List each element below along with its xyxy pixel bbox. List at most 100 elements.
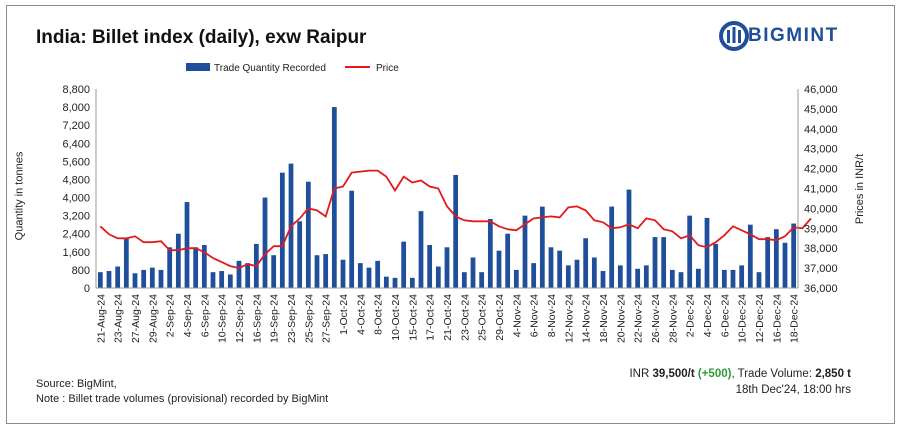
x-tick-label: 16-Sep-24 [251, 294, 263, 343]
x-tick-label: 4-Oct-24 [355, 294, 367, 335]
bar [184, 202, 190, 288]
bar [695, 268, 701, 288]
right-tick-label: 41,000 [804, 184, 838, 196]
bar [236, 260, 242, 288]
x-tick-label: 21-Oct-24 [442, 294, 454, 341]
x-tick-label: 23-Aug-24 [113, 294, 125, 343]
bar [739, 265, 745, 288]
x-tick-label: 2-Sep-24 [165, 294, 177, 337]
x-tick-label: 23-Sep-24 [286, 294, 298, 343]
bar-series [97, 107, 797, 288]
footer-notes: Source: BigMint, Note : Billet trade vol… [36, 377, 328, 407]
bar [461, 272, 467, 288]
volume-label: , Trade Volume: [731, 368, 816, 380]
bar [331, 107, 337, 288]
x-tick-label: 2-Dec-24 [685, 294, 697, 337]
bar [756, 272, 762, 288]
x-tick-label: 20-Nov-24 [615, 294, 627, 343]
bar [115, 266, 121, 288]
bar [782, 242, 788, 288]
legend: Trade Quantity Recorded Price [186, 63, 399, 74]
right-tick-label: 45,000 [804, 104, 838, 116]
bar [435, 266, 441, 288]
bar [383, 276, 389, 288]
bar [661, 237, 667, 288]
bar [227, 274, 233, 288]
bar [678, 272, 684, 288]
left-tick-label: 7,200 [62, 120, 90, 132]
right-axis-title: Prices in INR/t [854, 153, 867, 225]
bar [687, 215, 693, 288]
right-tick-label: 44,000 [804, 124, 838, 136]
left-tick-label: 8,000 [62, 102, 90, 114]
x-tick-label: 29-Aug-24 [147, 294, 159, 343]
bar [479, 272, 485, 288]
bar [279, 172, 285, 288]
right-tick-label: 46,000 [804, 84, 838, 96]
bar [470, 257, 476, 288]
bar [132, 273, 138, 288]
bar [210, 272, 216, 288]
x-tick-label: 22-Nov-24 [633, 294, 645, 343]
bar [704, 217, 710, 288]
x-tick-label: 4-Nov-24 [511, 294, 523, 337]
bar [669, 269, 675, 288]
bar [626, 189, 632, 288]
bar [496, 250, 502, 288]
bar [357, 263, 363, 288]
right-tick-label: 42,000 [804, 164, 838, 176]
line-series [99, 169, 812, 270]
right-tick-label: 43,000 [804, 144, 838, 156]
legend-bar-swatch [186, 63, 210, 71]
logo-text: BIGMINT [748, 25, 839, 46]
bar [773, 229, 779, 288]
bar [730, 269, 736, 288]
source-text: Source: BigMint, [36, 378, 117, 390]
x-tick-label: 12-Sep-24 [234, 294, 246, 343]
x-axis: 21-Aug-24 23-Aug-24 27-Aug-24 29-Aug-24 2-Se… [95, 287, 801, 343]
chart-frame [6, 5, 895, 424]
bar [427, 245, 433, 288]
x-tick-label: 1-Oct-24 [338, 294, 350, 335]
x-tick-label: 12-Nov-24 [563, 294, 575, 343]
x-tick-label: 26-Nov-24 [650, 294, 662, 343]
x-tick-label: 19-Sep-24 [269, 294, 281, 343]
left-axis: 0 800 1,600 2,400 3,200 4,000 4,800 5,600 6,400 7… [62, 84, 97, 295]
bar [617, 265, 623, 288]
x-tick-label: 4-Sep-24 [182, 294, 194, 337]
x-tick-label: 17-Oct-24 [425, 294, 437, 341]
left-tick-label: 4,000 [62, 193, 90, 205]
bar [609, 206, 615, 288]
x-tick-label: 16-Dec-24 [771, 294, 783, 343]
bar [513, 269, 519, 288]
x-tick-label: 10-Dec-24 [737, 294, 749, 343]
x-tick-label: 18-Dec-24 [789, 294, 801, 343]
x-tick-label: 21-Aug-24 [95, 294, 107, 343]
x-tick-label: 8-Oct-24 [373, 294, 385, 335]
left-tick-label: 5,600 [62, 156, 90, 168]
bar [158, 269, 164, 288]
chart-title: India: Billet index (daily), exw Raipur [36, 27, 367, 48]
bar [557, 250, 563, 288]
bar [97, 272, 103, 288]
bar [591, 257, 597, 288]
x-tick-label: 8-Nov-24 [546, 294, 558, 337]
bar [201, 245, 207, 288]
bar [505, 233, 511, 288]
bar [765, 237, 771, 288]
bar [600, 271, 606, 288]
price-change: (+500) [697, 368, 732, 380]
right-tick-label: 40,000 [804, 203, 838, 215]
x-tick-label: 6-Sep-24 [199, 294, 211, 337]
bar [531, 263, 537, 288]
left-axis-title: Quantity in tonnes [13, 151, 26, 241]
x-tick-label: 25-Oct-24 [477, 294, 489, 341]
x-tick-label: 15-Oct-24 [407, 294, 419, 341]
x-tick-label: 10-Oct-24 [390, 294, 402, 341]
left-tick-label: 1,600 [62, 247, 90, 259]
x-tick-label: 10-Sep-24 [217, 294, 229, 343]
bar [175, 233, 181, 288]
bar [392, 277, 398, 288]
bar [106, 271, 112, 288]
left-tick-label: 2,400 [62, 229, 90, 241]
